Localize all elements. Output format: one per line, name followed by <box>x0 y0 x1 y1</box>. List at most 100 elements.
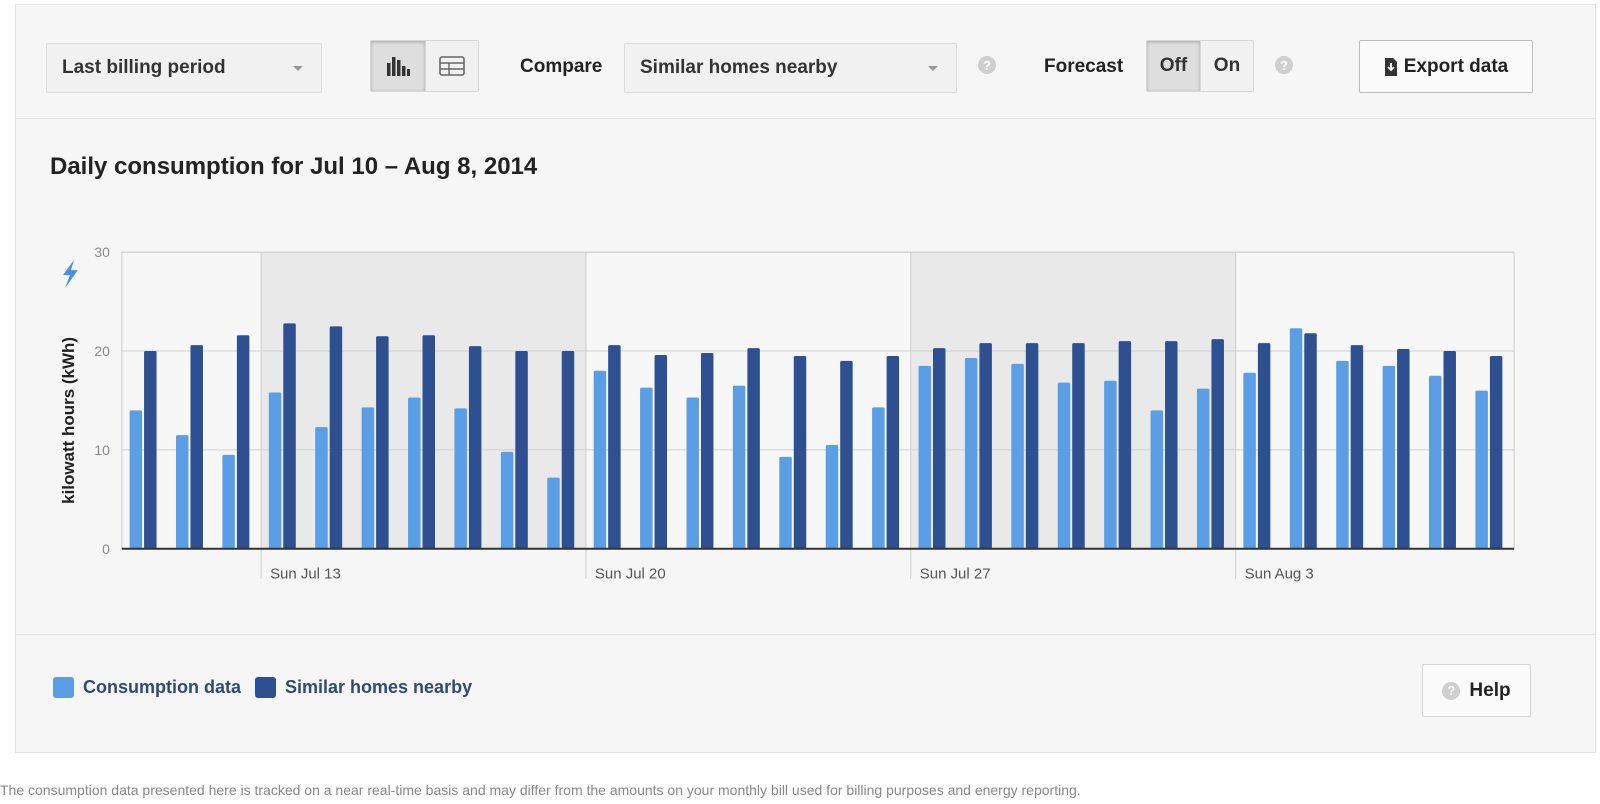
bar-similar-homes <box>236 335 250 549</box>
forecast-on-button[interactable]: On <box>1200 41 1253 91</box>
forecast-off-button[interactable]: Off <box>1147 41 1200 91</box>
bar-similar-homes <box>422 335 436 549</box>
bar-consumption <box>547 477 560 549</box>
compare-select-value: Similar homes nearby <box>640 57 838 78</box>
usage-panel: Last billing period <box>15 4 1596 753</box>
bar-similar-homes <box>1397 349 1410 549</box>
bar-similar-homes <box>190 345 203 549</box>
bar-similar-homes <box>283 323 296 549</box>
y-axis-label: kilowatt hours (kWh) <box>59 337 78 504</box>
bar-consumption <box>1011 363 1024 549</box>
y-tick-label: 20 <box>94 343 110 359</box>
chevron-down-icon <box>293 66 303 71</box>
chart-legend: Consumption data Similar homes nearby <box>53 677 478 698</box>
export-data-button[interactable]: Export data <box>1359 40 1533 93</box>
chart-view-button[interactable] <box>371 41 425 91</box>
legend-swatch-consumption <box>53 677 74 698</box>
period-select[interactable]: Last billing period <box>46 43 322 93</box>
bar-consumption <box>222 454 235 549</box>
compare-label: Compare <box>520 56 603 77</box>
bar-similar-homes <box>144 351 157 549</box>
bar-similar-homes <box>1118 341 1132 549</box>
help-button-label: Help <box>1469 679 1511 701</box>
bar-similar-homes <box>1350 345 1364 549</box>
view-toggle <box>370 40 479 92</box>
bar-similar-homes <box>793 355 807 549</box>
bar-similar-homes <box>1304 333 1317 549</box>
bar-consumption <box>361 407 375 549</box>
bar-similar-homes <box>654 354 668 549</box>
bar-consumption <box>732 385 746 549</box>
compare-select[interactable]: Similar homes nearby <box>624 43 957 93</box>
bar-similar-homes <box>376 336 389 549</box>
footnote: The consumption data presented here is t… <box>0 782 1081 798</box>
export-data-label: Export data <box>1403 55 1509 77</box>
help-circle-icon: ? <box>1442 681 1461 700</box>
chart-footer <box>16 634 1595 753</box>
bar-consumption <box>1475 390 1488 549</box>
file-download-icon <box>1384 57 1397 76</box>
bar-consumption <box>779 456 792 549</box>
bar-similar-homes <box>840 360 853 549</box>
bar-consumption <box>1196 388 1210 549</box>
bar-consumption <box>1429 375 1442 549</box>
bar-similar-homes <box>1025 343 1039 549</box>
bar-consumption <box>1057 382 1071 549</box>
bar-consumption <box>175 435 189 549</box>
help-button[interactable]: ? Help <box>1422 664 1531 717</box>
bar-similar-homes <box>747 348 760 549</box>
compare-help-icon[interactable]: ? <box>978 56 996 74</box>
legend-label-consumption: Consumption data <box>83 677 241 697</box>
bar-consumption <box>1336 360 1349 549</box>
bar-chart-icon <box>386 57 410 76</box>
legend-item-consumption[interactable]: Consumption data <box>53 677 241 698</box>
bar-consumption <box>918 365 932 549</box>
bar-similar-homes <box>1257 343 1271 549</box>
table-icon <box>438 56 465 76</box>
bar-similar-homes <box>329 326 343 549</box>
bar-similar-homes <box>608 345 621 549</box>
bar-consumption <box>1104 380 1117 549</box>
forecast-help-icon[interactable]: ? <box>1275 56 1293 74</box>
bar-consumption <box>872 407 885 549</box>
bar-similar-homes <box>933 348 946 549</box>
x-tick-label: Sun Jul 13 <box>270 566 341 583</box>
legend-item-similar-homes[interactable]: Similar homes nearby <box>255 677 472 698</box>
bar-consumption <box>686 397 699 549</box>
bar-consumption <box>593 370 607 549</box>
chart-title: Daily consumption for Jul 10 – Aug 8, 20… <box>50 153 538 180</box>
forecast-toggle: Off On <box>1146 40 1254 92</box>
bar-consumption <box>315 427 328 549</box>
bar-consumption <box>964 357 978 549</box>
bar-similar-homes <box>1489 355 1503 549</box>
x-tick-label: Sun Aug 3 <box>1245 566 1314 583</box>
y-tick-label: 0 <box>102 541 110 557</box>
bar-similar-homes <box>468 346 482 549</box>
x-tick-label: Sun Jul 27 <box>920 566 991 583</box>
bar-consumption <box>454 408 467 549</box>
bar-consumption <box>1382 365 1396 549</box>
bar-consumption <box>408 397 421 549</box>
bar-similar-homes <box>886 355 900 549</box>
bar-similar-homes <box>1072 343 1085 549</box>
y-tick-label: 10 <box>94 442 110 458</box>
bar-similar-homes <box>1165 341 1178 549</box>
bar-consumption <box>1243 372 1256 549</box>
period-select-value: Last billing period <box>62 57 226 78</box>
bar-similar-homes <box>1443 351 1456 549</box>
bar-consumption <box>1150 410 1164 549</box>
legend-label-similar-homes: Similar homes nearby <box>285 677 473 697</box>
toolbar: Last billing period <box>16 5 1595 119</box>
bar-consumption <box>500 451 514 549</box>
chevron-down-icon <box>928 66 938 71</box>
y-tick-label: 30 <box>94 244 110 260</box>
bar-similar-homes <box>700 353 714 549</box>
bar-similar-homes <box>561 351 575 549</box>
bar-similar-homes <box>979 343 992 549</box>
bar-similar-homes <box>515 351 528 549</box>
table-view-button[interactable] <box>424 41 479 91</box>
x-tick-label: Sun Jul 20 <box>595 566 666 583</box>
legend-swatch-similar-homes <box>255 677 276 698</box>
bar-consumption <box>1289 328 1303 549</box>
lightning-icon <box>62 260 78 289</box>
